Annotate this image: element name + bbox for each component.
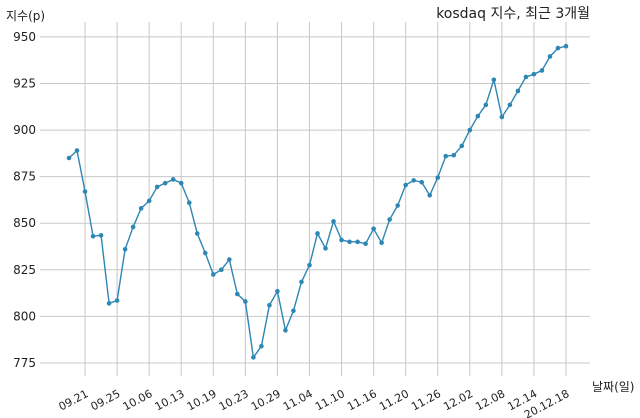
data-point bbox=[323, 246, 328, 251]
data-point bbox=[235, 291, 240, 297]
data-point bbox=[98, 233, 104, 238]
data-point bbox=[219, 267, 224, 273]
data-point bbox=[178, 180, 184, 186]
series-line bbox=[68, 45, 567, 360]
data-point bbox=[395, 203, 400, 208]
data-point bbox=[170, 177, 176, 182]
y-tick-label: 875 bbox=[13, 170, 36, 184]
data-point bbox=[475, 113, 481, 119]
data-point bbox=[299, 279, 304, 285]
data-point bbox=[138, 206, 144, 211]
data-point bbox=[74, 148, 80, 153]
x-tick-label: 10.06 bbox=[121, 387, 155, 413]
data-point bbox=[243, 299, 248, 304]
data-point bbox=[339, 237, 344, 243]
data-point bbox=[283, 328, 288, 333]
y-tick-label: 900 bbox=[13, 123, 36, 137]
series bbox=[66, 43, 569, 360]
x-tick-label: 10.13 bbox=[153, 387, 187, 413]
data-point bbox=[403, 182, 408, 188]
data-point bbox=[275, 288, 280, 294]
data-point bbox=[443, 153, 449, 159]
data-point bbox=[259, 343, 264, 349]
data-point bbox=[491, 77, 497, 83]
data-point bbox=[523, 74, 529, 80]
data-point bbox=[451, 152, 457, 158]
data-point bbox=[355, 239, 360, 245]
data-point bbox=[435, 175, 441, 180]
data-point bbox=[467, 127, 473, 133]
data-point bbox=[531, 71, 537, 77]
x-tick-label: 10.19 bbox=[185, 387, 219, 413]
data-point bbox=[194, 231, 200, 236]
data-point bbox=[363, 241, 368, 247]
x-axis: 09.2109.2510.0610.1310.1910.2310.2911.04… bbox=[57, 387, 572, 418]
x-axis-label: 날짜(일) bbox=[592, 380, 634, 394]
x-tick-label: 10.23 bbox=[217, 387, 251, 413]
x-tick-label: 11.16 bbox=[345, 387, 379, 413]
data-point bbox=[307, 262, 312, 268]
data-point bbox=[555, 45, 561, 51]
data-point bbox=[507, 102, 513, 108]
chart-title: kosdaq 지수, 최근 3개월 bbox=[436, 6, 590, 22]
data-point bbox=[90, 233, 96, 239]
grid bbox=[40, 22, 590, 376]
data-point bbox=[251, 355, 256, 360]
data-point bbox=[130, 224, 136, 230]
data-point bbox=[419, 179, 425, 185]
data-point bbox=[154, 184, 160, 190]
data-point bbox=[315, 231, 320, 236]
x-tick-label: 09.25 bbox=[89, 387, 123, 413]
y-axis: 775 800 825 850 875 900 925 950 bbox=[13, 30, 36, 370]
x-tick-label: 11.20 bbox=[377, 387, 411, 413]
x-tick-label: 11.26 bbox=[409, 387, 443, 413]
x-tick-label: 12.08 bbox=[473, 387, 507, 413]
data-point bbox=[210, 272, 216, 277]
data-point bbox=[411, 178, 416, 183]
data-point bbox=[106, 301, 112, 306]
y-tick-label: 800 bbox=[13, 309, 36, 323]
data-point bbox=[563, 43, 569, 49]
data-point bbox=[427, 192, 433, 198]
x-tick-label: 12.02 bbox=[441, 387, 475, 413]
data-point bbox=[202, 250, 208, 256]
y-tick-label: 850 bbox=[13, 216, 36, 230]
x-tick-label: 10.29 bbox=[249, 387, 283, 413]
data-point bbox=[515, 88, 521, 94]
y-tick-label: 775 bbox=[13, 356, 36, 370]
data-point bbox=[162, 180, 168, 186]
data-point bbox=[66, 155, 72, 161]
data-point bbox=[347, 239, 352, 245]
x-tick-label: 11.10 bbox=[313, 387, 347, 413]
data-point bbox=[371, 226, 376, 232]
data-point bbox=[146, 198, 152, 204]
data-point bbox=[379, 240, 384, 246]
y-tick-label: 925 bbox=[13, 76, 36, 90]
data-point bbox=[291, 308, 296, 314]
data-point bbox=[547, 54, 553, 59]
x-tick-label: 09.21 bbox=[57, 387, 91, 413]
data-point bbox=[499, 114, 505, 120]
data-point bbox=[227, 257, 232, 262]
y-tick-label: 825 bbox=[13, 263, 36, 277]
y-tick-label: 950 bbox=[13, 30, 36, 44]
x-tick-label: 11.04 bbox=[281, 387, 315, 413]
data-point bbox=[267, 302, 272, 308]
data-point bbox=[539, 68, 545, 73]
y-axis-label: 지수(p) bbox=[6, 9, 45, 23]
data-point bbox=[483, 102, 489, 108]
data-point bbox=[331, 219, 336, 224]
data-point bbox=[459, 143, 465, 149]
data-point bbox=[387, 217, 392, 222]
data-point bbox=[122, 247, 128, 252]
data-point bbox=[186, 200, 192, 206]
data-point bbox=[114, 298, 120, 303]
data-point bbox=[82, 189, 88, 194]
